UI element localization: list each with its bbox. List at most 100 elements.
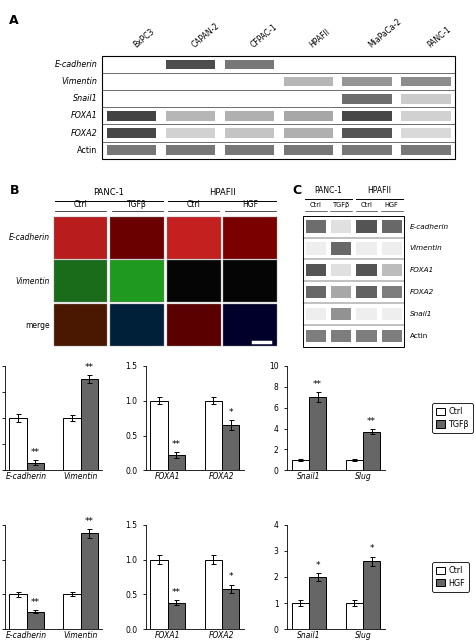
Bar (342, 77, 392, 87)
Text: **: ** (172, 588, 181, 597)
Bar (81, 534, 98, 629)
Text: Snail1: Snail1 (410, 311, 432, 317)
Text: C: C (292, 184, 301, 196)
Bar (401, 128, 451, 138)
Bar (382, 330, 402, 342)
Bar (110, 260, 164, 302)
Bar (150, 560, 168, 629)
Bar (110, 304, 164, 346)
Bar (363, 561, 380, 629)
Bar (356, 265, 376, 277)
Text: CAPAN-2: CAPAN-2 (191, 22, 222, 49)
Text: FOXA2: FOXA2 (410, 289, 434, 295)
Bar (166, 128, 215, 138)
Text: Ctrl: Ctrl (73, 200, 88, 209)
Bar (382, 308, 402, 320)
Bar (342, 145, 392, 155)
Text: Vimentin: Vimentin (410, 245, 443, 252)
Bar (64, 418, 81, 471)
Bar (306, 265, 326, 277)
Bar (382, 265, 402, 277)
Bar (283, 77, 333, 87)
Bar (309, 397, 326, 471)
Bar (225, 128, 274, 138)
Bar (401, 145, 451, 155)
Bar (64, 594, 81, 629)
Bar (342, 94, 392, 103)
Text: Actin: Actin (410, 333, 428, 339)
Text: HPAFII: HPAFII (367, 186, 391, 196)
Bar (107, 145, 156, 155)
Bar (331, 308, 351, 320)
Bar (225, 145, 274, 155)
Bar (363, 431, 380, 471)
Bar (283, 128, 333, 138)
Text: Actin: Actin (77, 146, 98, 155)
Bar (9, 594, 27, 629)
Text: PANC-1: PANC-1 (426, 25, 453, 49)
Bar (306, 243, 326, 255)
Text: **: ** (31, 598, 40, 607)
Text: HGF: HGF (385, 202, 399, 208)
Bar (166, 145, 215, 155)
Text: FOXA1: FOXA1 (71, 111, 98, 120)
Bar (292, 603, 309, 629)
Bar (331, 286, 351, 299)
Bar (306, 286, 326, 299)
Bar (309, 577, 326, 629)
Bar (292, 460, 309, 471)
Bar (81, 379, 98, 471)
Bar (166, 60, 215, 69)
Bar (224, 216, 277, 259)
Bar (331, 243, 351, 255)
Text: FOXA2: FOXA2 (71, 128, 98, 137)
Bar (346, 603, 363, 629)
Bar (356, 243, 376, 255)
Text: MiaPaCa-2: MiaPaCa-2 (367, 17, 403, 49)
Text: B: B (10, 184, 20, 196)
Text: **: ** (85, 363, 94, 372)
Bar (382, 243, 402, 255)
Bar (224, 304, 277, 346)
Bar (356, 308, 376, 320)
Text: **: ** (85, 517, 94, 526)
Bar (204, 560, 222, 629)
Bar (356, 220, 376, 233)
Bar (225, 111, 274, 121)
Text: TGFβ: TGFβ (128, 200, 147, 209)
Text: E-cadherin: E-cadherin (9, 233, 49, 242)
Text: **: ** (172, 440, 181, 449)
Bar (54, 216, 108, 259)
Text: E-cadherin: E-cadherin (55, 60, 98, 69)
Bar (306, 308, 326, 320)
Bar (342, 128, 392, 138)
Text: **: ** (313, 380, 322, 389)
Bar (27, 462, 44, 471)
Bar (331, 265, 351, 277)
Text: A: A (9, 14, 19, 28)
Bar (167, 304, 221, 346)
Text: **: ** (31, 447, 40, 456)
Text: CFPAC-1: CFPAC-1 (249, 22, 279, 49)
Bar (306, 220, 326, 233)
Bar (306, 330, 326, 342)
Text: merge: merge (25, 320, 49, 329)
Bar (303, 216, 404, 347)
Text: HPAFII: HPAFII (209, 188, 236, 197)
Text: BxPC3: BxPC3 (132, 27, 156, 49)
Text: Snail1: Snail1 (73, 94, 98, 103)
Text: HPAFII: HPAFII (308, 28, 332, 49)
Bar (401, 77, 451, 87)
Bar (225, 60, 274, 69)
Bar (168, 455, 185, 471)
Bar (342, 111, 392, 121)
Bar (54, 304, 108, 346)
Bar (107, 128, 156, 138)
Text: Vimentin: Vimentin (62, 77, 98, 86)
Text: HGF: HGF (242, 200, 258, 209)
Text: *: * (228, 573, 233, 582)
Text: Vimentin: Vimentin (15, 277, 49, 286)
Bar (356, 286, 376, 299)
Bar (168, 603, 185, 629)
Bar (167, 260, 221, 302)
